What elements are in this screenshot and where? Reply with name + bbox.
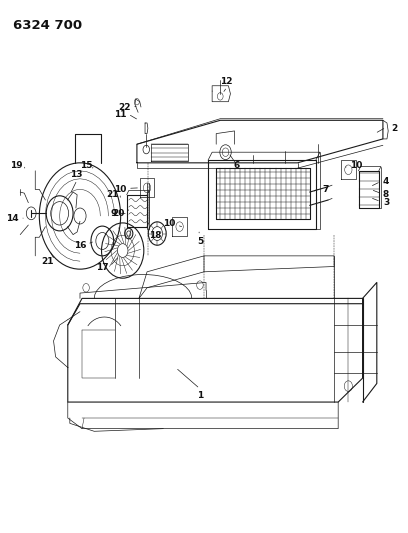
Text: 2: 2	[391, 124, 397, 133]
Text: 15: 15	[80, 161, 92, 170]
Text: 14: 14	[7, 214, 19, 223]
Text: 10: 10	[163, 220, 175, 229]
Text: 18: 18	[149, 231, 161, 240]
Text: 21: 21	[41, 257, 53, 265]
Text: 10: 10	[114, 185, 127, 194]
Text: 4: 4	[383, 177, 389, 186]
Text: 10: 10	[350, 161, 363, 170]
Text: 8: 8	[383, 190, 389, 199]
Text: 22: 22	[118, 102, 131, 111]
Text: 3: 3	[383, 198, 389, 207]
Text: 11: 11	[114, 110, 127, 119]
Text: 7: 7	[322, 185, 328, 194]
Text: 1: 1	[197, 391, 203, 400]
Text: 21: 21	[106, 190, 119, 199]
Text: 9: 9	[110, 209, 117, 218]
Text: 19: 19	[11, 161, 23, 170]
Text: 6324 700: 6324 700	[13, 19, 82, 33]
Text: 13: 13	[70, 170, 82, 179]
Text: 16: 16	[73, 241, 86, 250]
Text: 6: 6	[233, 161, 239, 170]
Text: 12: 12	[220, 77, 233, 86]
Text: 17: 17	[96, 263, 109, 272]
Text: 5: 5	[197, 237, 203, 246]
Text: 20: 20	[112, 209, 125, 218]
